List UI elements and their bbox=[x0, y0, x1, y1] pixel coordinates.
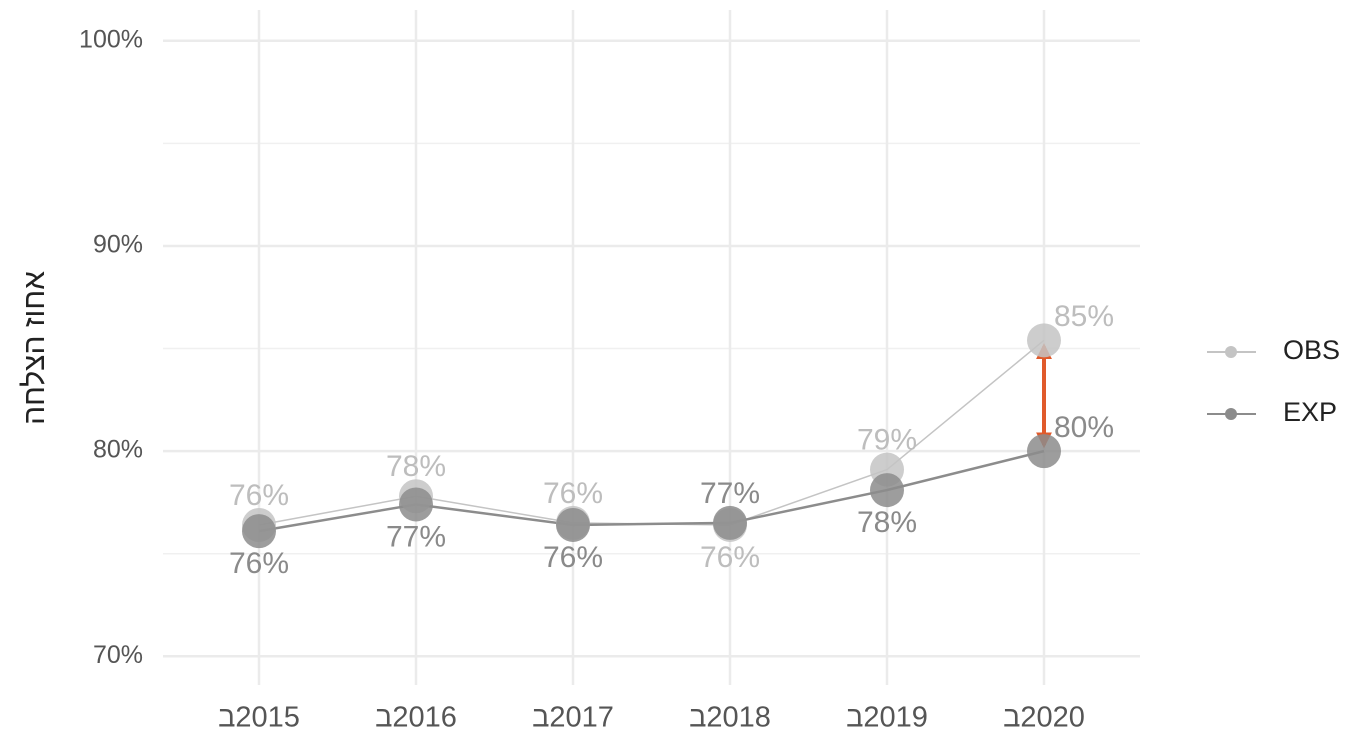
series-line bbox=[258, 449, 1045, 533]
data-label: 76% bbox=[229, 547, 289, 580]
point bbox=[399, 487, 433, 522]
x-tick-label: ב2016 bbox=[375, 702, 457, 734]
data-label: 85% bbox=[1054, 300, 1114, 333]
legend-dot bbox=[1225, 408, 1237, 420]
data-label: 78% bbox=[857, 506, 917, 539]
data-label: 77% bbox=[700, 477, 760, 510]
point bbox=[1027, 434, 1061, 469]
data-label: 78% bbox=[386, 450, 446, 483]
x-tick-label: ב2019 bbox=[846, 702, 928, 734]
x-tick-label: ב2018 bbox=[689, 702, 771, 734]
legend-label: OBS bbox=[1283, 335, 1340, 365]
data-label: 76% bbox=[229, 479, 289, 512]
y-tick-label: 90% bbox=[93, 231, 143, 259]
y-tick-label: 100% bbox=[79, 25, 143, 53]
y-axis-title: אחוז הצלחה bbox=[18, 271, 51, 425]
point bbox=[556, 507, 590, 542]
data-label: 76% bbox=[700, 541, 760, 574]
data-label: 79% bbox=[857, 423, 917, 456]
x-tick-label: ב2015 bbox=[218, 702, 300, 734]
data-label: 76% bbox=[543, 477, 603, 510]
x-tick-label: ב2020 bbox=[1003, 702, 1085, 734]
point bbox=[713, 505, 747, 540]
data-label: 77% bbox=[386, 520, 446, 553]
x-tick-label: ב2017 bbox=[532, 702, 614, 734]
point bbox=[1027, 323, 1061, 358]
y-tick-label: 80% bbox=[93, 436, 143, 464]
data-label: 80% bbox=[1054, 411, 1114, 444]
y-tick-label: 70% bbox=[93, 641, 143, 669]
point bbox=[870, 473, 904, 508]
legend-dot bbox=[1225, 346, 1237, 358]
point bbox=[242, 514, 276, 549]
data-label: 76% bbox=[543, 541, 603, 574]
series-line bbox=[258, 339, 1045, 526]
legend-label: EXP bbox=[1283, 397, 1337, 427]
